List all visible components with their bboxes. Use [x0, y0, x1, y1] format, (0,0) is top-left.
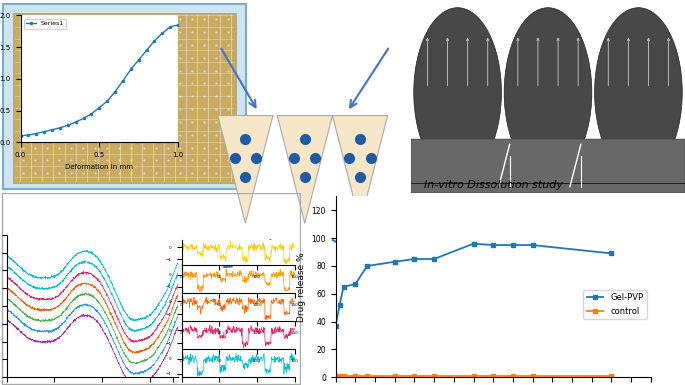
control [430, 373, 438, 378]
Series1 [119, 79, 127, 83]
Series1 [142, 48, 151, 53]
Legend: Gel-PVP, control: Gel-PVP, control [584, 290, 647, 319]
Ellipse shape [414, 8, 501, 177]
Series1 [95, 105, 103, 110]
Line: control: control [333, 373, 614, 378]
Polygon shape [332, 116, 388, 223]
control [390, 373, 399, 378]
Series1 [158, 31, 166, 35]
Bar [411, 139, 685, 192]
Line: Series1: Series1 [19, 24, 179, 137]
Gel-PVP [469, 241, 477, 246]
Gel-PVP [410, 257, 419, 261]
Polygon shape [277, 116, 332, 223]
Series1 [64, 123, 72, 127]
Series1 [71, 120, 79, 124]
Gel-PVP [351, 282, 360, 286]
Gel-PVP [430, 257, 438, 261]
X-axis label: Deformation in mm: Deformation in mm [65, 164, 134, 170]
Series1 [25, 132, 33, 137]
Series1 [103, 99, 111, 104]
Gel-PVP [363, 264, 371, 268]
control [489, 373, 497, 378]
Series1 [127, 67, 135, 72]
Gel-PVP [509, 243, 517, 248]
Ellipse shape [504, 8, 592, 177]
Gel-PVP [607, 251, 615, 256]
Ellipse shape [595, 8, 682, 177]
control [339, 373, 347, 378]
Series1 [16, 134, 25, 139]
control [410, 373, 419, 378]
Gel-PVP [390, 259, 399, 264]
Series1 [48, 127, 56, 132]
Gel-PVP [339, 285, 347, 289]
Gel-PVP [336, 303, 344, 307]
control [336, 373, 344, 378]
control [607, 373, 615, 378]
Series1 [134, 57, 142, 62]
Series1 [55, 126, 64, 130]
control [351, 373, 360, 378]
Series1 [166, 25, 174, 29]
control [469, 373, 477, 378]
Legend: Series1: Series1 [24, 18, 66, 29]
Series1 [87, 112, 95, 116]
Series1 [40, 129, 48, 134]
Gel-PVP [332, 323, 340, 328]
Series1 [32, 131, 40, 136]
Line: Gel-PVP: Gel-PVP [333, 241, 614, 328]
Gel-PVP [529, 243, 537, 248]
FancyBboxPatch shape [3, 4, 246, 189]
Series1 [174, 23, 182, 27]
control [332, 373, 340, 378]
control [363, 373, 371, 378]
Gel-PVP [489, 243, 497, 248]
Series1 [79, 116, 88, 121]
Series1 [111, 89, 119, 94]
Series1 [150, 38, 158, 43]
control [529, 373, 537, 378]
FancyBboxPatch shape [12, 13, 236, 183]
Title: In-vitro Dissolution study: In-vitro Dissolution study [424, 180, 562, 190]
Y-axis label: Drug release %: Drug release % [297, 252, 306, 321]
control [509, 373, 517, 378]
Polygon shape [218, 116, 273, 223]
